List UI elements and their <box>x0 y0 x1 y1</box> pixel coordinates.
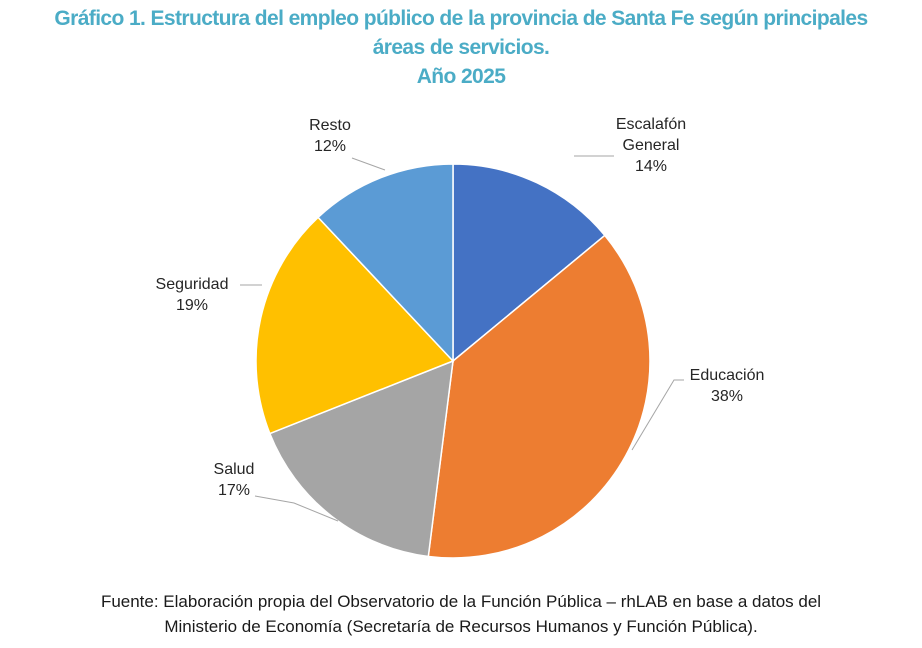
pie-slice-seguridad <box>255 216 455 435</box>
leader-line-salud <box>254 495 339 522</box>
data-label-educacion-value: 38% <box>711 388 743 405</box>
pie-slice-educacion <box>427 234 651 559</box>
data-label-salud-value: 17% <box>218 482 250 499</box>
pie-slice-resto <box>317 163 454 363</box>
data-label-seguridad-name: Seguridad <box>156 276 229 293</box>
leader-lines <box>240 155 684 522</box>
chart-title-line-3: Año 2025 <box>416 65 506 88</box>
pie-slices <box>255 163 651 559</box>
leader-line-educacion <box>631 379 684 451</box>
pie-slice-escalafon-general <box>452 163 606 363</box>
chart-title-line-1: Gráfico 1. Estructura del empleo público… <box>54 7 868 30</box>
data-label-escalafon-general-name: General <box>623 137 680 154</box>
source-note: Fuente: Elaboración propia del Observato… <box>0 589 922 639</box>
data-label-seguridad-value: 19% <box>176 297 208 314</box>
data-labels: Escalafón General 14% Educación 38% Salud 17% S… <box>156 116 765 499</box>
source-line-1: Fuente: Elaboración propia del Observato… <box>100 592 822 611</box>
source-line-2: Ministerio de Economía (Secretaría de Re… <box>164 617 758 636</box>
data-label-educacion-name: Educación <box>690 367 765 384</box>
data-label-escalafon-general-name: Escalafón <box>616 116 686 133</box>
chart-title-line-2: áreas de servicios. <box>372 36 550 59</box>
data-label-salud-name: Salud <box>214 461 255 478</box>
leader-line-resto <box>351 157 386 171</box>
data-label-escalafon-general-value: 14% <box>635 158 667 175</box>
data-label-resto-value: 12% <box>314 138 346 155</box>
chart-title: Gráfico 1. Estructura del empleo público… <box>0 4 922 91</box>
pie-slice-salud <box>268 359 454 558</box>
data-label-resto-name: Resto <box>309 117 351 134</box>
